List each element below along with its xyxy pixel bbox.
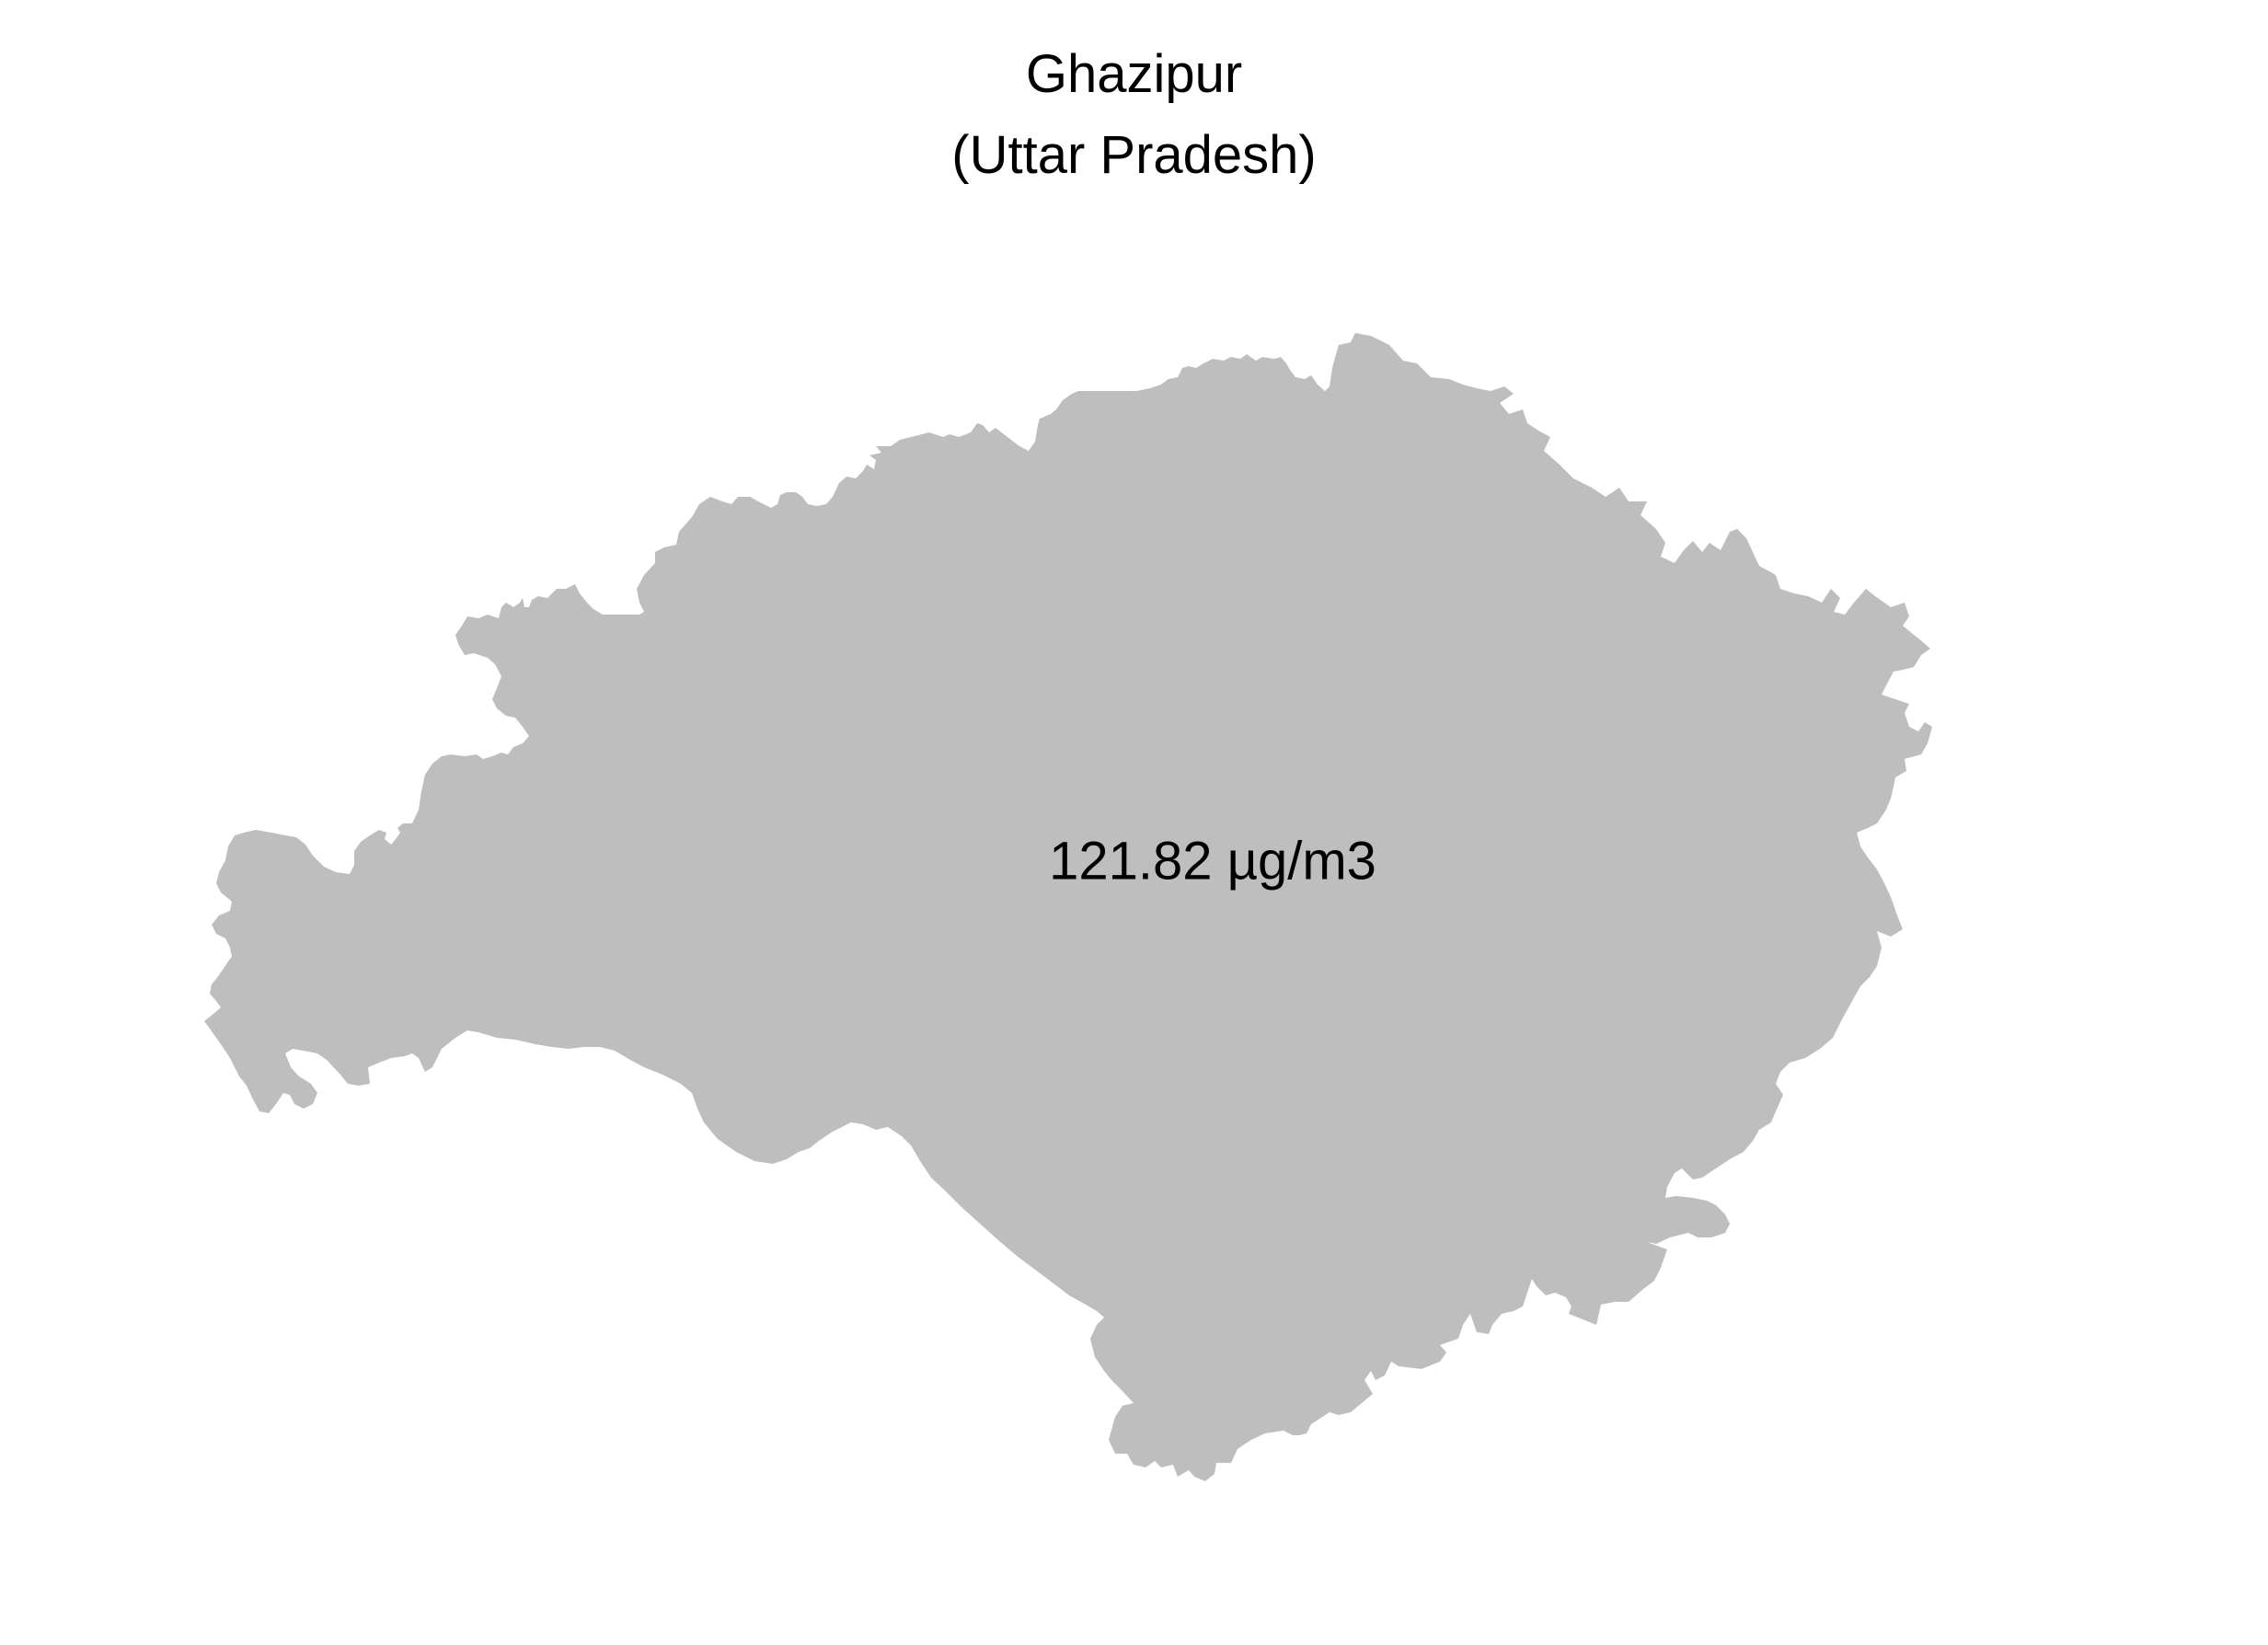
map-title: Ghazipur [1025,44,1243,104]
district-boundary [204,333,1932,1481]
value-label: 121.82 µg/m3 [1049,831,1376,891]
map-subtitle: (Uttar Pradesh) [951,125,1317,185]
